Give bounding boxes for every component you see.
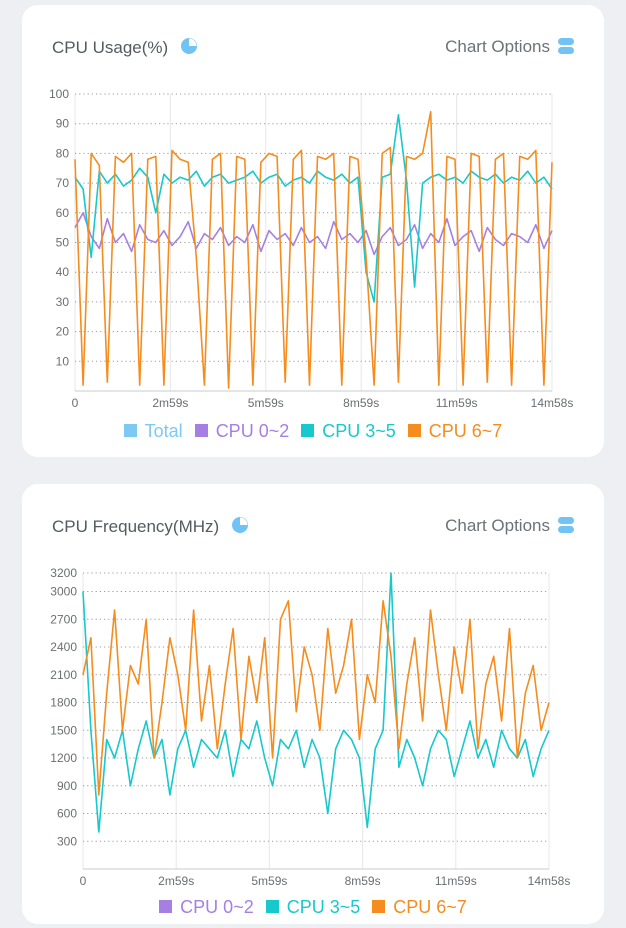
y-tick-label: 20 (56, 325, 70, 339)
cpu-usage-card: CPU Usage(%) Chart Options 0 2m59s 5m59s 8m… (22, 5, 604, 457)
legend-label: Total (144, 421, 183, 441)
y-tick-label: 40 (56, 265, 70, 279)
series-line-cpu-6-7 (74, 111, 553, 389)
y-tick-label: 1500 (50, 723, 77, 737)
legend-label: CPU 3~5 (286, 897, 361, 917)
card-header: CPU Frequency(MHz) Chart Options (52, 516, 574, 542)
x-tick-label: 14m58s (531, 396, 574, 410)
x-tick-label: 0 (72, 396, 79, 410)
x-tick-label: 5m59s (251, 874, 287, 888)
chart-legend: CPU 0~2 CPU 3~5 CPU 6~7 (22, 897, 604, 918)
y-tick-label: 900 (57, 779, 77, 793)
y-tick-label: 300 (57, 834, 77, 848)
y-tick-label: 70 (56, 176, 70, 190)
legend-label: CPU 0~2 (180, 897, 254, 917)
y-tick-label: 60 (56, 206, 70, 220)
series-line-cpu-0-2 (74, 212, 553, 256)
y-tick-label: 2700 (50, 612, 77, 626)
pie-chart-icon[interactable] (180, 37, 198, 60)
x-tick-label: 14m58s (528, 874, 571, 888)
chart-title: CPU Frequency(MHz) (52, 516, 249, 539)
series-line-cpu-6-7 (82, 600, 550, 796)
y-tick-label: 50 (56, 236, 70, 250)
chart-options-label: Chart Options (445, 516, 550, 535)
toggle-list-icon (558, 37, 574, 60)
x-tick-label: 5m59s (248, 396, 284, 410)
legend-label: CPU 6~7 (428, 421, 503, 441)
y-tick-label: 3200 (50, 566, 77, 580)
legend-label: CPU 0~2 (215, 421, 290, 441)
y-tick-label: 10 (56, 354, 70, 368)
toggle-list-icon (558, 516, 574, 539)
legend-swatch (407, 424, 421, 437)
pie-chart-icon[interactable] (231, 516, 249, 539)
y-tick-label: 1800 (50, 696, 77, 710)
x-tick-label: 2m59s (152, 396, 188, 410)
legend-item-cpu-3-5[interactable]: CPU 3~5 (301, 421, 396, 442)
cpu-frequency-chart: 0 2m59s 5m59s 8m59s 11m59s 14m58s 300 600 900 120… (50, 566, 571, 888)
legend-item-cpu-0-2[interactable]: CPU 0~2 (194, 421, 290, 442)
chart-options-button[interactable]: Chart Options (445, 516, 574, 539)
x-tick-label: 8m59s (343, 396, 379, 410)
x-tick-label: 11m59s (436, 396, 478, 410)
legend-swatch (194, 424, 208, 437)
card-header: CPU Usage(%) Chart Options (52, 37, 574, 63)
legend-swatch (159, 900, 173, 913)
legend-item-cpu-3-5[interactable]: CPU 3~5 (265, 897, 361, 918)
chart-options-label: Chart Options (445, 37, 550, 56)
y-tick-label: 2100 (50, 668, 77, 682)
legend-item-cpu-6-7[interactable]: CPU 6~7 (372, 897, 467, 918)
y-tick-label: 1200 (50, 751, 77, 765)
legend-item-cpu-6-7[interactable]: CPU 6~7 (407, 421, 503, 442)
y-tick-label: 100 (49, 87, 69, 101)
series-line-cpu-3-5 (82, 572, 550, 833)
y-tick-label: 600 (57, 807, 77, 821)
legend-swatch (265, 900, 279, 913)
chart-title: CPU Usage(%) (52, 37, 198, 60)
cpu-frequency-card: CPU Frequency(MHz) Chart Options 0 2m59s 5… (22, 484, 604, 924)
legend-item-cpu-0-2[interactable]: CPU 0~2 (159, 897, 254, 918)
y-tick-label: 80 (56, 146, 70, 160)
legend-item-total[interactable]: Total (123, 421, 183, 442)
chart-options-button[interactable]: Chart Options (445, 37, 574, 60)
x-tick-label: 11m59s (435, 874, 477, 888)
series-line-cpu-3-5 (74, 114, 553, 303)
legend-swatch (301, 424, 315, 437)
y-tick-label: 2400 (50, 640, 77, 654)
legend-label: CPU 6~7 (393, 897, 467, 917)
x-tick-label: 0 (80, 874, 87, 888)
y-tick-label: 30 (56, 295, 70, 309)
y-tick-label: 90 (56, 117, 70, 131)
cpu-usage-chart: 0 2m59s 5m59s 8m59s 11m59s 14m58s 10 20 30 40 50 60… (49, 87, 574, 410)
legend-swatch (123, 424, 137, 437)
chart-title-text: CPU Frequency(MHz) (52, 517, 220, 536)
chart-title-text: CPU Usage(%) (52, 38, 169, 57)
x-tick-label: 8m59s (345, 874, 381, 888)
chart-legend: Total CPU 0~2 CPU 3~5 CPU 6~7 (22, 421, 604, 442)
legend-label: CPU 3~5 (322, 421, 396, 441)
legend-swatch (372, 900, 386, 913)
y-tick-label: 3000 (50, 585, 77, 599)
x-tick-label: 2m59s (158, 874, 194, 888)
